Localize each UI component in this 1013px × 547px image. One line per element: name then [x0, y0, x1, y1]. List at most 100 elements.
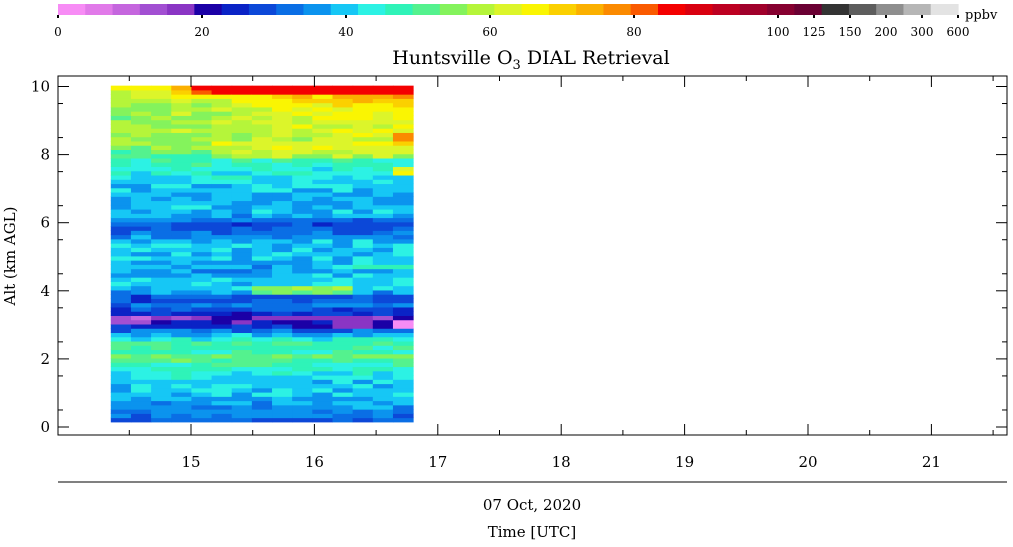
heatmap-cell: [251, 268, 273, 274]
heatmap-cell: [332, 145, 354, 150]
heatmap-cell: [110, 298, 132, 304]
heatmap-cell: [312, 187, 333, 193]
heatmap-cell: [191, 209, 213, 214]
heatmap-cell: [392, 345, 414, 351]
heatmap-cell: [110, 255, 132, 261]
heatmap-cell: [272, 353, 293, 359]
heatmap-cell: [231, 306, 253, 312]
heatmap-cell: [151, 111, 172, 116]
heatmap-cell: [272, 302, 293, 308]
heatmap-cell: [251, 264, 273, 270]
heatmap-cell: [151, 353, 172, 359]
heatmap-cell: [130, 85, 152, 91]
heatmap-cell: [171, 404, 192, 410]
heatmap-cell: [312, 345, 333, 351]
heatmap-cell: [292, 362, 313, 368]
heatmap-cells: [110, 85, 414, 423]
heatmap-cell: [130, 132, 152, 138]
heatmap-cell: [352, 179, 374, 185]
heatmap-cell: [272, 132, 293, 138]
heatmap-cell: [251, 404, 273, 410]
colorbar-segment: [494, 4, 523, 15]
heatmap-cell: [392, 281, 414, 287]
heatmap-cell: [171, 324, 192, 329]
heatmap-cell: [312, 302, 333, 308]
heatmap-cell: [211, 383, 233, 389]
heatmap-cell: [352, 192, 374, 197]
heatmap-cell: [332, 251, 354, 257]
heatmap-cell: [191, 413, 213, 419]
heatmap-cell: [392, 230, 414, 236]
heatmap-cell: [392, 375, 414, 380]
heatmap-cell: [352, 341, 374, 346]
heatmap-cell: [372, 302, 394, 308]
heatmap-cell: [272, 409, 293, 414]
heatmap-cell: [332, 226, 354, 231]
heatmap-cell: [332, 230, 354, 236]
heatmap-cell: [231, 85, 253, 91]
heatmap-cell: [191, 366, 213, 372]
heatmap-cell: [372, 319, 394, 325]
heatmap-cell: [272, 332, 293, 338]
heatmap-cell: [211, 404, 233, 410]
heatmap-cell: [312, 192, 333, 197]
heatmap-cell: [130, 158, 152, 163]
heatmap-cell: [332, 200, 354, 206]
heatmap-cell: [211, 370, 233, 376]
heatmap-cell: [110, 187, 132, 193]
heatmap-cell: [110, 132, 132, 138]
heatmap-cell: [151, 264, 172, 270]
heatmap-cell: [151, 115, 172, 121]
heatmap-cell: [372, 94, 394, 99]
heatmap-cell: [211, 387, 233, 393]
heatmap-cell: [251, 226, 273, 231]
heatmap-cell: [191, 179, 213, 185]
heatmap-cell: [352, 119, 374, 125]
heatmap-cell: [332, 209, 354, 214]
heatmap-cell: [251, 162, 273, 168]
heatmap-cell: [392, 264, 414, 270]
heatmap-cell: [211, 175, 233, 180]
heatmap-cell: [251, 311, 273, 316]
heatmap-cell: [251, 319, 273, 325]
heatmap-cell: [372, 285, 394, 291]
heatmap-cell: [251, 94, 273, 99]
colorbar-segment: [821, 4, 850, 15]
heatmap-cell: [231, 94, 253, 99]
heatmap-cell: [372, 166, 394, 172]
heatmap-cell: [130, 89, 152, 95]
heatmap-cell: [231, 213, 253, 219]
heatmap-cell: [211, 353, 233, 359]
heatmap-cell: [130, 217, 152, 223]
heatmap-cell: [251, 298, 273, 304]
heatmap-cell: [191, 353, 213, 359]
x-tick-label: 16: [305, 453, 324, 471]
heatmap-cell: [272, 89, 293, 95]
chart-title-rest: DIAL Retrieval: [521, 47, 670, 69]
heatmap-cell: [211, 158, 233, 163]
heatmap-cell: [352, 375, 374, 380]
heatmap-cell: [110, 306, 132, 312]
heatmap-cell: [110, 272, 132, 278]
heatmap-cell: [171, 409, 192, 414]
colorbar-tick-label: 0: [54, 25, 62, 39]
heatmap-cell: [352, 277, 374, 282]
heatmap-cell: [231, 332, 253, 338]
heatmap-cell: [392, 353, 414, 359]
heatmap-cell: [151, 170, 172, 176]
heatmap-cell: [332, 106, 354, 112]
heatmap-cell: [292, 111, 313, 116]
heatmap-cell: [392, 102, 414, 108]
heatmap-cell: [352, 102, 374, 108]
heatmap-cell: [130, 115, 152, 121]
heatmap-cell: [151, 251, 172, 257]
heatmap-cell: [292, 328, 313, 334]
heatmap-cell: [211, 162, 233, 168]
x-tick-label: 15: [181, 453, 200, 471]
heatmap-cell: [130, 345, 152, 351]
heatmap-cell: [191, 111, 213, 116]
heatmap-cell: [231, 260, 253, 265]
heatmap-cell: [332, 85, 354, 91]
heatmap-cell: [251, 413, 273, 419]
heatmap-cell: [312, 238, 333, 244]
